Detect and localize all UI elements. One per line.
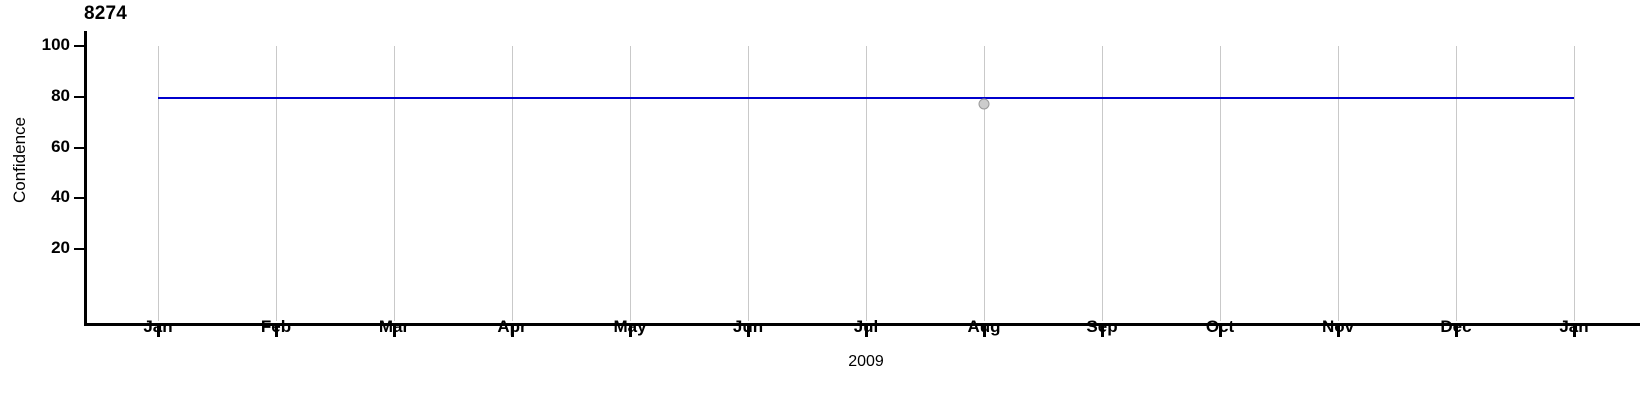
series-line-segment bbox=[276, 96, 394, 99]
y-tick-20 bbox=[74, 248, 85, 250]
y-tick-100 bbox=[74, 45, 85, 47]
series-line-segment bbox=[866, 96, 984, 99]
y-tick-label-40: 40 bbox=[51, 187, 70, 207]
x-tick-label-sep-8: Sep bbox=[1086, 317, 1118, 336]
y-tick-label-60: 60 bbox=[51, 136, 70, 156]
y-axis-line bbox=[84, 31, 87, 326]
series-line-segment bbox=[158, 96, 276, 99]
x-tick-label-jan-12: Jan bbox=[1559, 317, 1589, 336]
series-line-segment bbox=[1456, 96, 1574, 99]
x-tick-jan-0 bbox=[157, 326, 160, 337]
gridline-mar-2 bbox=[394, 46, 395, 321]
x-tick-jul-6 bbox=[865, 326, 868, 337]
chart-title: 8274 bbox=[84, 3, 128, 24]
x-tick-mar-2 bbox=[393, 326, 396, 337]
gridline-sep-8 bbox=[1102, 46, 1103, 321]
gridline-dec-11 bbox=[1456, 46, 1457, 321]
gridline-feb-1 bbox=[276, 46, 277, 321]
gridline-jan-12 bbox=[1574, 46, 1575, 321]
gridline-jul-6 bbox=[866, 46, 867, 321]
data-point-marker[interactable] bbox=[978, 98, 990, 110]
x-tick-aug-7 bbox=[983, 326, 986, 337]
series-line-segment bbox=[748, 96, 866, 99]
series-line-segment bbox=[984, 96, 1102, 99]
x-tick-sep-8 bbox=[1101, 326, 1104, 337]
x-tick-oct-9 bbox=[1219, 326, 1222, 337]
y-tick-label-20: 20 bbox=[51, 238, 70, 257]
gridline-oct-9 bbox=[1220, 46, 1221, 321]
x-axis-title: 2009 bbox=[848, 353, 884, 370]
series-line-segment bbox=[1338, 96, 1456, 99]
x-tick-label-may-4: May bbox=[613, 317, 647, 336]
y-tick-40 bbox=[74, 197, 85, 200]
x-tick-label-apr-3: Apr bbox=[497, 317, 527, 336]
x-tick-label-jan-0: Jan bbox=[143, 317, 173, 336]
x-tick-may-4 bbox=[629, 326, 632, 337]
y-tick-label-80: 80 bbox=[51, 85, 70, 105]
x-tick-label-nov-10: Nov bbox=[1321, 317, 1355, 336]
x-tick-label-oct-9: Oct bbox=[1205, 317, 1235, 336]
x-tick-label-jul-6: Jul bbox=[853, 317, 879, 336]
x-tick-dec-11 bbox=[1455, 326, 1458, 337]
x-tick-nov-10 bbox=[1337, 326, 1340, 337]
gridline-jun-5 bbox=[748, 46, 749, 321]
series-line-segment bbox=[1102, 96, 1220, 99]
gridline-may-4 bbox=[630, 46, 631, 321]
x-axis-line bbox=[84, 323, 1640, 326]
gridline-aug-7 bbox=[984, 46, 985, 321]
series-line-segment bbox=[630, 96, 748, 99]
series-line-segment bbox=[1220, 96, 1338, 99]
series-line-segment bbox=[512, 96, 630, 99]
x-tick-label-mar-2: Mar bbox=[378, 317, 410, 336]
x-tick-label-feb-1: Feb bbox=[260, 317, 292, 336]
gridline-apr-3 bbox=[512, 46, 513, 321]
x-tick-apr-3 bbox=[511, 326, 514, 337]
y-tick-label-100: 100 bbox=[41, 35, 70, 54]
gridline-nov-10 bbox=[1338, 46, 1339, 321]
y-tick-80 bbox=[74, 95, 85, 98]
y-tick-60 bbox=[74, 146, 85, 149]
gridline-jan-0 bbox=[158, 46, 159, 321]
x-tick-jan-12 bbox=[1573, 326, 1576, 337]
x-tick-label-jun-5: Jun bbox=[732, 317, 764, 336]
x-tick-feb-1 bbox=[275, 326, 278, 337]
x-tick-label-aug-7: Aug bbox=[967, 317, 1001, 336]
series-line-segment bbox=[394, 96, 512, 99]
x-tick-jun-5 bbox=[747, 326, 750, 337]
x-tick-label-dec-11: Dec bbox=[1440, 317, 1472, 336]
